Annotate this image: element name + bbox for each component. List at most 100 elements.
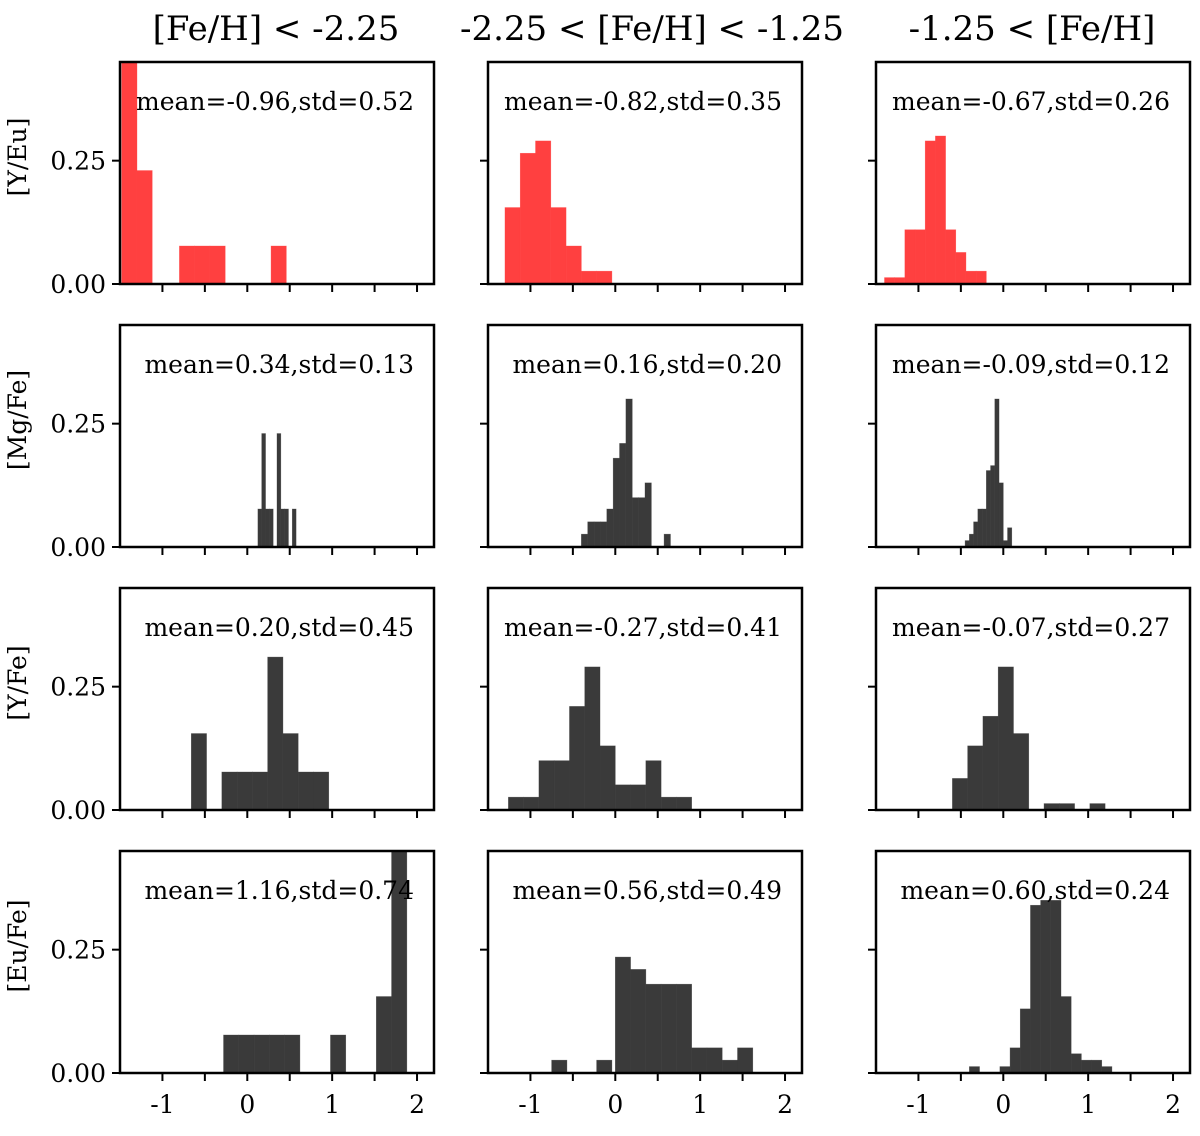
stats-annotation: mean=-0.82,std=0.35: [504, 87, 782, 116]
histogram-bar: [645, 760, 662, 811]
stats-annotation: mean=0.56,std=0.49: [512, 876, 782, 905]
histogram-bar: [977, 508, 983, 548]
panel-r2-c1: 0.00 0.25 mean=0.34,std=0.13: [50, 323, 436, 562]
stats-annotation: mean=-0.09,std=0.12: [892, 350, 1170, 379]
histogram-bar: [596, 1059, 613, 1074]
histogram-bar: [375, 996, 392, 1074]
panel-r4-c2: -1 0 1 2 mean=0.56,std=0.49: [480, 849, 804, 1119]
column-title: -1.25 < [Fe/H]: [909, 9, 1156, 49]
histogram-bar: [257, 508, 263, 548]
histogram-bar: [952, 778, 968, 811]
histogram-bar: [606, 508, 614, 548]
histogram-bar: [935, 135, 946, 285]
histogram-bar: [630, 784, 647, 811]
histogram-bar: [630, 969, 647, 1074]
histogram-bar: [236, 771, 253, 811]
histogram-bar: [969, 533, 974, 548]
histogram-bar: [986, 470, 991, 548]
y-tick-label: 0.00: [50, 796, 106, 825]
histogram-bar: [1060, 996, 1072, 1074]
row-label: [Mg/Fe]: [3, 370, 32, 470]
histogram-bar: [550, 207, 567, 285]
histogram-bar: [179, 245, 195, 285]
histogram-bar: [313, 771, 330, 811]
axes-frame: [118, 323, 436, 549]
y-tick-label: 0.25: [50, 147, 106, 176]
histogram-bar: [973, 521, 979, 548]
histogram-bar: [553, 760, 570, 811]
histogram-bar: [136, 170, 153, 285]
histogram-bar: [660, 983, 677, 1074]
axes-frame: [486, 586, 804, 812]
y-tick-label: 0.00: [50, 270, 106, 299]
histogram-bar: [121, 61, 138, 285]
histogram-bar: [276, 433, 282, 548]
histogram-bar: [596, 270, 613, 285]
histogram-bar: [914, 229, 926, 285]
histogram-bar: [676, 983, 692, 1074]
histogram-bar: [1091, 1059, 1103, 1074]
histogram-bar: [190, 733, 207, 811]
stats-annotation: mean=-0.96,std=0.52: [136, 87, 414, 116]
stats-annotation: mean=-0.67,std=0.26: [892, 87, 1170, 116]
histogram-bar: [706, 1047, 723, 1074]
x-tick-label: 2: [777, 1090, 793, 1119]
histogram-bar: [737, 1047, 754, 1074]
column-title: -2.25 < [Fe/H] < -1.25: [460, 9, 844, 49]
x-tick-label: -1: [150, 1090, 174, 1119]
histogram-bar: [265, 508, 270, 548]
axes-frame: [874, 60, 1192, 286]
histogram-bar: [223, 1034, 240, 1074]
histogram-bar: [535, 140, 552, 285]
histogram-bar: [997, 666, 1014, 811]
histogram-bar: [975, 270, 987, 285]
stats-annotation: mean=-0.07,std=0.27: [892, 613, 1170, 642]
axes-frame: [874, 849, 1192, 1075]
axes-frame: [486, 849, 804, 1075]
histogram-bar: [221, 771, 238, 811]
stats-annotation: mean=0.60,std=0.24: [900, 876, 1170, 905]
histogram-bar: [581, 533, 589, 548]
histogram-bar: [614, 956, 631, 1074]
histogram-bar: [284, 1034, 301, 1074]
histogram-bar: [1019, 1008, 1031, 1074]
histogram-bar: [565, 245, 582, 285]
row-label: [Y/Fe]: [3, 645, 32, 720]
histogram-bar: [269, 508, 274, 548]
histogram-bar: [282, 733, 299, 811]
histogram-bar: [261, 433, 266, 548]
histogram-bar: [253, 1034, 270, 1074]
histogram-bar: [721, 1059, 738, 1074]
histogram-bar: [593, 521, 601, 548]
histogram-bar: [990, 465, 996, 548]
histogram-bar: [280, 508, 285, 548]
x-tick-label: 0: [995, 1090, 1011, 1119]
histogram-bar: [238, 1034, 255, 1074]
histogram-bar: [631, 497, 639, 548]
row-label: [Eu/Fe]: [3, 899, 32, 992]
histogram-bar: [599, 745, 616, 811]
histogram-bar: [330, 1034, 347, 1074]
row-label: [Y/Eu]: [3, 118, 32, 197]
histogram-bar: [676, 796, 692, 811]
histogram-bar: [924, 140, 936, 285]
histogram-bar: [998, 482, 1004, 548]
histogram-bar: [538, 760, 555, 811]
histogram-bar: [581, 270, 597, 285]
histogram-bar: [519, 152, 536, 285]
histogram-bar: [660, 796, 677, 811]
stats-annotation: mean=1.16,std=0.74: [144, 876, 414, 905]
y-tick-label: 0.25: [50, 410, 106, 439]
x-tick-label: 0: [607, 1090, 623, 1119]
histogram-bar: [625, 398, 633, 548]
stats-annotation: mean=0.34,std=0.13: [144, 350, 414, 379]
histogram-bar: [587, 521, 595, 548]
histogram-bar: [904, 229, 916, 285]
histogram-bar: [1009, 1047, 1021, 1074]
histogram-bar: [523, 796, 540, 811]
y-tick-label: 0.25: [50, 936, 106, 965]
histogram-bar: [269, 1034, 285, 1074]
panel-r3-c1: 0.00 0.25 mean=0.20,std=0.45: [50, 586, 436, 825]
histogram-bar: [663, 533, 671, 548]
histogram-bar: [569, 706, 586, 811]
